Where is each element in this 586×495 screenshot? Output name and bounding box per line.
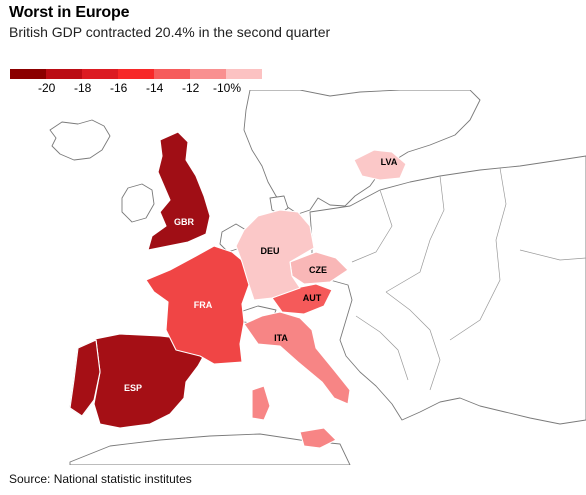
label-esp: ESP	[124, 383, 142, 393]
north-africa-shape	[69, 433, 351, 465]
legend-swatch	[82, 69, 118, 79]
label-aut: AUT	[303, 293, 322, 303]
country-lva	[353, 149, 407, 181]
legend-swatch	[226, 69, 262, 79]
legend-label: -10%	[213, 81, 242, 95]
europe-map: GBR ESP FRA ITA AUT CZE DEU LVA	[0, 90, 586, 465]
country-ita-sardinia	[251, 385, 271, 421]
label-fra: FRA	[194, 300, 213, 310]
country-cze	[289, 251, 349, 285]
legend-swatch	[10, 69, 46, 79]
legend-swatch	[118, 69, 154, 79]
label-gbr: GBR	[174, 217, 195, 227]
label-deu: DEU	[260, 246, 279, 256]
ireland-shape	[121, 183, 155, 223]
country-esp-portugal-fill	[69, 339, 101, 417]
country-fra	[145, 245, 251, 365]
scandinavia-shape	[243, 90, 481, 215]
eastern-europe-shape	[309, 155, 586, 425]
country-gbr	[147, 131, 211, 251]
country-ita-sicily	[299, 427, 337, 449]
legend-label: -18	[74, 81, 92, 95]
label-ita: ITA	[274, 333, 288, 343]
source-note: Source: National statistic institutes	[9, 472, 192, 486]
legend-swatches	[10, 69, 262, 79]
chart-title: Worst in Europe	[9, 4, 130, 21]
label-cze: CZE	[309, 265, 327, 275]
label-lva: LVA	[381, 157, 398, 167]
legend-labels: -20 -18 -16 -14 -12 -10%	[10, 81, 262, 97]
map-svg: GBR ESP FRA ITA AUT CZE DEU LVA	[49, 90, 586, 465]
legend-label: -16	[110, 81, 128, 95]
legend-label: -14	[146, 81, 164, 95]
chart-subtitle: British GDP contracted 20.4% in the seco…	[9, 24, 331, 40]
iceland-shape	[49, 119, 111, 161]
legend-swatch	[190, 69, 226, 79]
country-ita	[243, 311, 351, 405]
legend-label: -12	[182, 81, 200, 95]
legend-swatch	[154, 69, 190, 79]
color-legend: -20 -18 -16 -14 -12 -10%	[10, 69, 262, 97]
legend-swatch	[46, 69, 82, 79]
country-deu	[235, 209, 315, 301]
legend-label: -20	[38, 81, 56, 95]
